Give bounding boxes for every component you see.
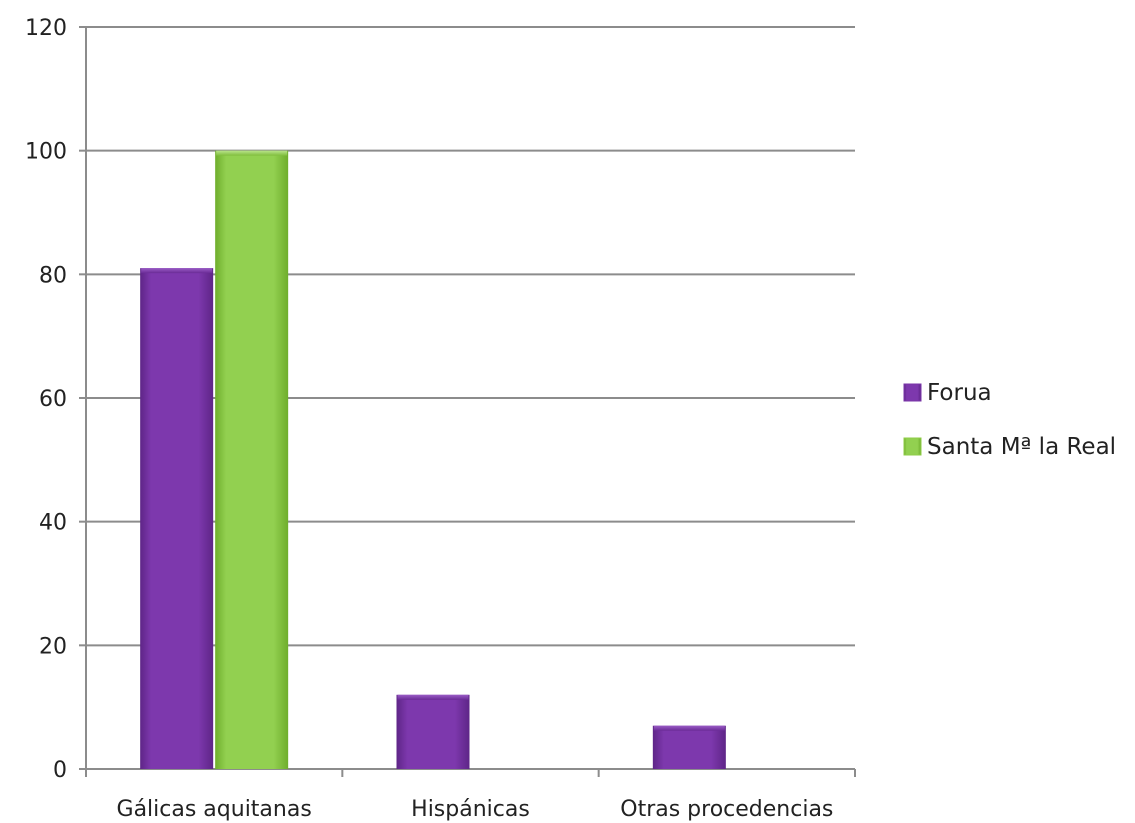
bar-cap xyxy=(397,694,469,700)
bar-cap xyxy=(216,150,288,156)
bar-body xyxy=(140,268,214,769)
bar-forua xyxy=(652,725,726,769)
legend: Forua Santa Mª la Real xyxy=(903,380,1116,460)
bar-santa-maria-la-real xyxy=(215,150,289,769)
gridlines xyxy=(86,26,855,647)
y-tick-label: 120 xyxy=(25,16,67,41)
bars xyxy=(140,150,726,769)
bar-body xyxy=(215,150,289,769)
x-tick-label: Gálicas aquitanas xyxy=(117,797,312,822)
y-tick-labels: 0 20 40 60 80 100 120 xyxy=(25,16,67,783)
bar-forua xyxy=(396,694,470,769)
y-tick-label: 80 xyxy=(39,263,67,288)
y-tick-label: 20 xyxy=(39,634,67,659)
legend-item: Forua xyxy=(903,380,992,406)
bar-body xyxy=(652,725,726,769)
y-tick-label: 0 xyxy=(53,758,67,783)
x-tick-labels: Gálicas aquitanas Hispánicas Otras procede… xyxy=(117,797,834,822)
x-tick-label: Otras procedencias xyxy=(620,797,833,822)
legend-label: Santa Mª la Real xyxy=(927,434,1116,460)
legend-label: Forua xyxy=(927,380,992,406)
legend-swatch xyxy=(903,383,922,402)
y-tick-label: 60 xyxy=(39,387,67,412)
y-tick-label: 100 xyxy=(25,140,67,165)
legend-swatch xyxy=(903,437,922,456)
legend-item: Santa Mª la Real xyxy=(903,434,1116,460)
bar-cap xyxy=(653,725,725,731)
y-tick-label: 40 xyxy=(39,511,67,536)
axes xyxy=(79,26,856,777)
bar-body xyxy=(396,694,470,769)
bar-forua xyxy=(140,268,214,769)
x-tick-label: Hispánicas xyxy=(411,797,530,822)
bar-cap xyxy=(141,268,213,274)
